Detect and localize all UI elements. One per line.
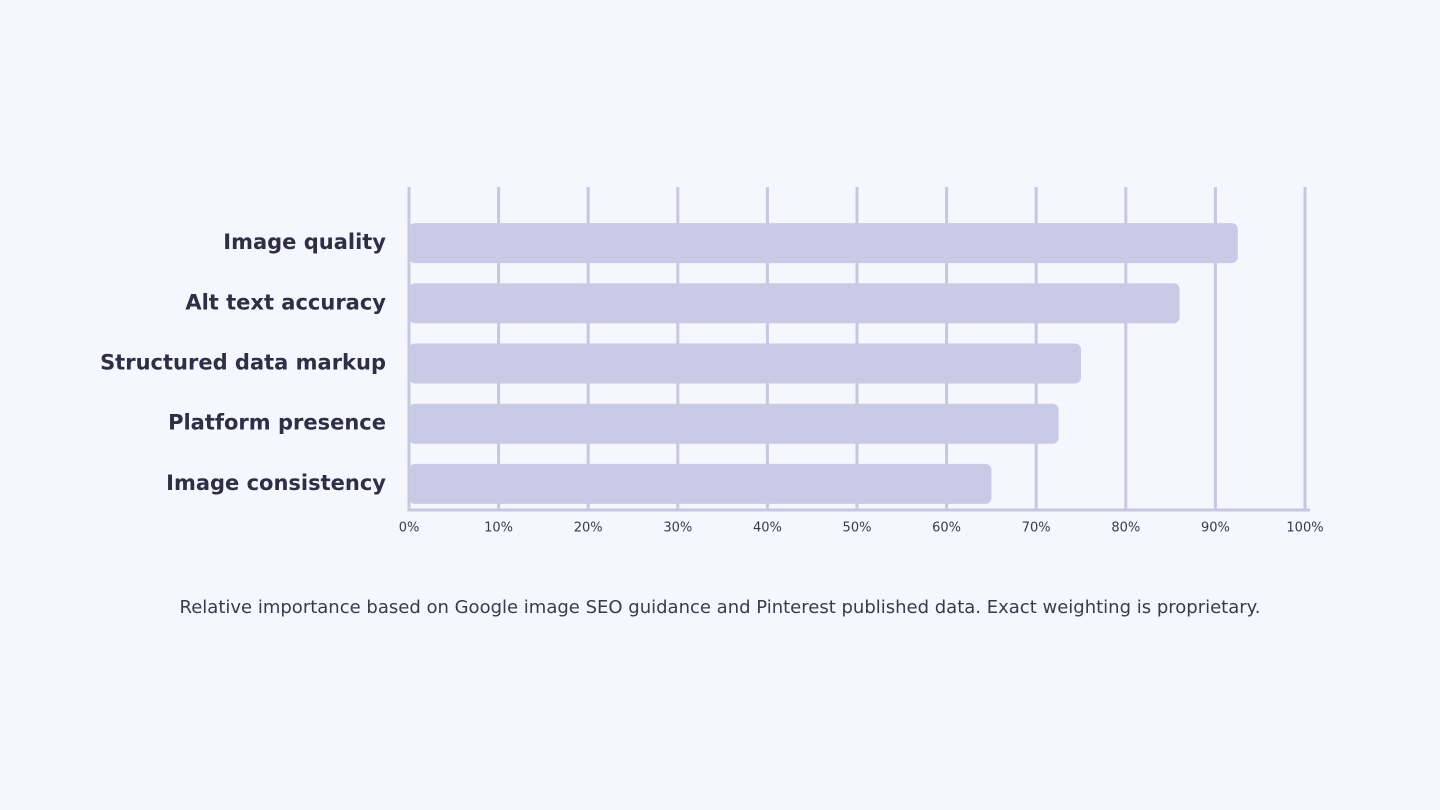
x-tick-label: 10% <box>484 521 513 536</box>
y-tick-label: Image consistency <box>166 471 386 495</box>
caption: Relative importance based on Google imag… <box>180 597 1261 618</box>
x-tick-label: 90% <box>1201 521 1230 536</box>
bar <box>409 223 1238 264</box>
y-tick-label: Alt text accuracy <box>185 290 386 314</box>
x-tick-label: 80% <box>1111 521 1140 536</box>
bar <box>409 343 1081 384</box>
x-tick-label: 20% <box>574 521 603 536</box>
x-tick-label: 0% <box>399 521 420 536</box>
x-tick-label: 70% <box>1022 521 1051 536</box>
y-tick-label: Platform presence <box>168 411 386 435</box>
y-tick-label: Image quality <box>223 230 386 254</box>
bar <box>409 403 1059 444</box>
x-tick-label: 40% <box>753 521 782 536</box>
bar <box>409 283 1180 324</box>
x-tick-label: 100% <box>1286 521 1323 536</box>
x-tick-label: 60% <box>932 521 961 536</box>
x-tick-label: 50% <box>843 521 872 536</box>
y-tick-label: Structured data markup <box>100 351 386 375</box>
bar <box>409 463 992 504</box>
x-tick-label: 30% <box>663 521 692 536</box>
